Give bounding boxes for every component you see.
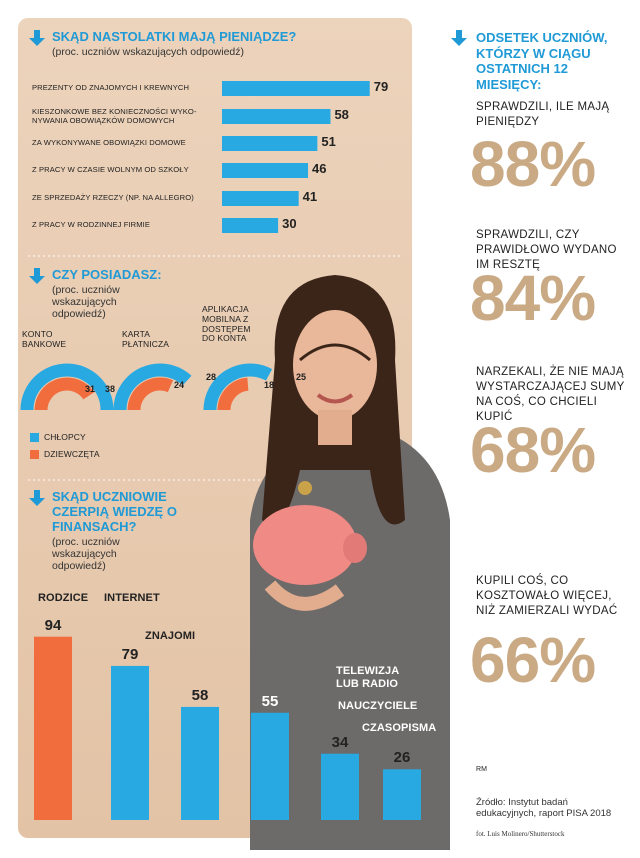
bar-label: ZA WYKONYWANE OBOWIĄZKI DOMOWE — [32, 138, 186, 147]
arrow-icon — [29, 30, 45, 46]
section-subtitle: (proc. uczniów wskazujących odpowiedź) — [52, 536, 120, 573]
stat-label: NARZEKALI, ŻE NIE MAJĄ WYSTARCZAJĄCEJ SU… — [476, 366, 625, 423]
bar — [222, 191, 299, 206]
gauge-label: APLIKACJA MOBILNA Z DOSTĘPEM DO KONTA — [202, 304, 251, 344]
bar — [222, 136, 318, 151]
bar-category: ZNAJOMI — [145, 630, 196, 642]
bar — [222, 218, 279, 233]
bar — [34, 636, 72, 820]
bar-label: Z PRACY W CZASIE WOLNYM OD SZKOŁY — [32, 165, 189, 174]
stat-value: 68% — [470, 414, 596, 486]
stat-value: 66% — [470, 624, 596, 696]
gauge-value: 24 — [174, 380, 185, 390]
bar — [222, 81, 370, 96]
gauge-arc — [127, 377, 174, 411]
photo-credit: fot. Luis Molinero/Shutterstock — [476, 830, 565, 838]
section-title: SKĄD UCZNIOWIE CZERPIĄ WIEDZĘ O FINANSAC… — [52, 489, 177, 534]
footer-mark: RM — [476, 766, 488, 773]
value-label: 26 — [393, 749, 411, 767]
bar — [222, 109, 331, 124]
legend-swatch — [30, 450, 39, 459]
gauge-arc — [34, 377, 95, 411]
arrow-icon — [29, 268, 45, 284]
bar — [181, 706, 219, 820]
value-label: 34 — [331, 733, 349, 751]
value-label: 94 — [44, 616, 62, 634]
value-label: 55 — [261, 692, 279, 710]
gauge-value: 18 — [264, 380, 275, 390]
legend-swatch — [30, 433, 39, 442]
value-label: 46 — [312, 161, 327, 176]
section-title: SKĄD NASTOLATKI MAJĄ PIENIĄDZE? — [52, 29, 297, 44]
gauge-arc — [113, 363, 192, 411]
bar-label: PREZENTY OD ZNAJOMYCH I KREWNYCH — [32, 83, 190, 92]
value-label: 79 — [121, 645, 139, 663]
stat-value: 88% — [470, 128, 596, 200]
stat-label: SPRAWDZILI, ILE MAJĄ PIENIĘDZY — [476, 101, 610, 128]
bar — [222, 163, 309, 178]
legend-label: CHŁOPCY — [44, 432, 86, 442]
value-label: 30 — [282, 216, 297, 231]
bar-label: ZE SPRZEDAŻY RZECZY (NP. NA ALLEGRO) — [32, 193, 194, 202]
gauge-label: KONTO BANKOWE — [22, 329, 67, 349]
bar-label: KIESZONKOWE BEZ KONIECZNOŚCI WYKO-NYWANI… — [32, 107, 197, 125]
bar — [251, 712, 289, 820]
gauge-value: 28 — [206, 372, 217, 382]
bar — [321, 753, 359, 820]
source: Źródło: Instytut badań edukacyjnych, rap… — [476, 797, 612, 819]
bar-category: CZASOPISMA — [362, 722, 437, 734]
bar-label: Z PRACY W RODZINNEJ FIRMIE — [32, 220, 151, 229]
legend-label: DZIEWCZĘTA — [44, 449, 100, 459]
section-subtitle: (proc. uczniów wskazujących odpowiedź) — [52, 284, 120, 321]
arrow-icon — [451, 30, 467, 46]
stats-title: ODSETEK UCZNIÓW, KTÓRZY W CIĄGU OSTATNIC… — [476, 30, 608, 92]
stat-label: SPRAWDZILI, CZY PRAWIDŁOWO WYDANO IM RES… — [476, 229, 617, 271]
value-label: 79 — [373, 79, 389, 94]
gauge-label: KARTA PŁATNICZA — [122, 329, 170, 349]
gauge-arc — [217, 377, 249, 411]
gauge-arc — [20, 363, 114, 411]
stat-label: KUPILI COŚ, CO KOSZTOWAŁO WIĘCEJ, NIŻ ZA… — [476, 575, 618, 617]
gauge-arc — [203, 363, 273, 411]
gauge-value: 31 — [85, 384, 96, 394]
bar-category: NAUCZYCIELE — [338, 700, 418, 712]
gauge-value: 25 — [296, 372, 307, 382]
bar — [383, 769, 421, 820]
value-label: 51 — [321, 134, 336, 149]
section-title: CZY POSIADASZ: — [52, 267, 162, 282]
photo — [250, 275, 450, 850]
arrow-icon — [29, 490, 45, 506]
bar-category: TELEWIZJA LUB RADIO — [336, 665, 399, 690]
value-label: 58 — [334, 107, 349, 122]
bar — [111, 665, 149, 820]
gauge-value: 38 — [105, 384, 116, 394]
value-label: 58 — [191, 686, 209, 704]
stat-value: 84% — [470, 262, 596, 334]
bar-category: INTERNET — [104, 592, 160, 604]
section-subtitle: (proc. uczniów wskazujących odpowiedź) — [52, 46, 244, 58]
value-label: 41 — [302, 189, 318, 204]
bar-category: RODZICE — [38, 592, 89, 604]
